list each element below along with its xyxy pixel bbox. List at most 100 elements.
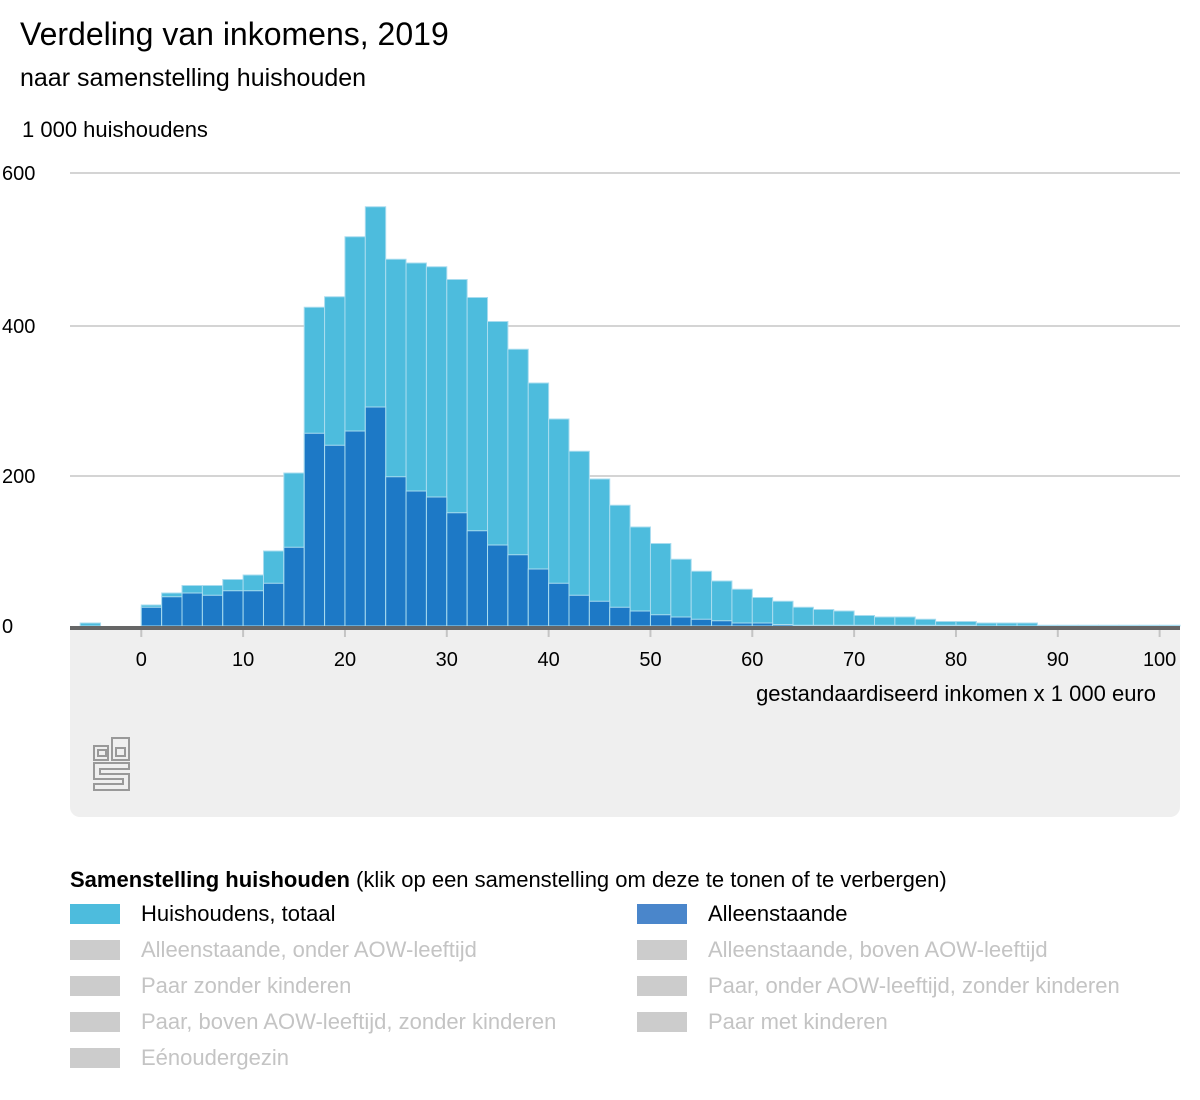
bar-alleenstaande	[751, 622, 774, 627]
legend-item[interactable]: Paar, boven AOW-leeftijd, zonder kindere…	[70, 1009, 556, 1035]
bar-alleenstaande	[201, 594, 224, 627]
legend-item[interactable]: Alleenstaande, boven AOW-leeftijd	[637, 937, 1048, 963]
bar-alleenstaande	[283, 546, 305, 627]
legend-item[interactable]: Huishoudens, totaal	[70, 901, 335, 927]
legend-swatch	[70, 904, 120, 924]
bar-totaal	[873, 616, 896, 627]
legend-item[interactable]: Paar met kinderen	[637, 1009, 888, 1035]
legend-item[interactable]: Paar, onder AOW-leeftijd, zonder kindere…	[637, 973, 1120, 999]
bar-totaal	[1159, 624, 1181, 627]
bar-alleenstaande	[487, 544, 509, 627]
x-tick-label: 60	[741, 649, 763, 671]
legend-item[interactable]: Alleenstaande	[637, 901, 847, 927]
bar-alleenstaande	[140, 606, 163, 627]
bar-alleenstaande	[812, 624, 835, 627]
legend-label: Alleenstaande, onder AOW-leeftijd	[141, 937, 477, 962]
bar-alleenstaande	[649, 614, 672, 627]
bar-alleenstaande	[935, 624, 957, 627]
legend-swatch	[637, 904, 687, 924]
bar-alleenstaande	[609, 606, 631, 627]
bar-alleenstaande	[222, 590, 244, 627]
legend-swatch	[70, 1048, 120, 1068]
bar-totaal	[670, 558, 692, 627]
bar-totaal	[79, 622, 102, 627]
legend-title: Samenstelling huishouden (klik op een sa…	[70, 867, 947, 893]
bar-alleenstaande	[466, 530, 489, 627]
chart-subtitle: naar samenstelling huishouden	[20, 64, 367, 92]
bar-alleenstaande	[303, 432, 326, 627]
bar-alleenstaande	[588, 600, 611, 627]
y-tick-label: 200	[2, 466, 35, 488]
bar-alleenstaande	[711, 620, 733, 627]
x-tick-label: 20	[334, 649, 356, 671]
x-tick-label: 0	[136, 649, 147, 671]
bar-alleenstaande	[262, 582, 285, 627]
bar-alleenstaande	[548, 582, 570, 627]
legend-label: Huishoudens, totaal	[141, 901, 336, 926]
legend-swatch	[637, 940, 687, 960]
x-tick-label: 30	[436, 649, 458, 671]
legend-swatch	[637, 976, 687, 996]
bar-totaal	[1138, 624, 1161, 627]
bar-totaal	[751, 597, 774, 627]
bar-totaal	[1118, 624, 1140, 627]
bar-alleenstaande	[405, 490, 427, 627]
bar-alleenstaande	[324, 444, 346, 627]
chart-title: Verdeling van inkomens, 2019	[20, 16, 449, 52]
x-tick-label: 10	[232, 649, 254, 671]
legend-label: Paar met kinderen	[708, 1009, 888, 1034]
legend-item[interactable]: Paar zonder kinderen	[70, 973, 351, 999]
bar-alleenstaande	[914, 624, 937, 627]
bar-alleenstaande	[181, 592, 203, 627]
legend-label: Alleenstaande	[708, 901, 848, 926]
bar-totaal	[1098, 624, 1120, 627]
bar-alleenstaande	[670, 616, 692, 627]
legend-label: Paar, boven AOW-leeftijd, zonder kindere…	[141, 1009, 557, 1034]
bar-alleenstaande	[385, 476, 407, 627]
legend-label: Paar, onder AOW-leeftijd, zonder kindere…	[708, 973, 1120, 998]
y-tick-label: 0	[2, 616, 13, 638]
x-axis-label: gestandaardiseerd inkomen x 1 000 euro	[756, 681, 1156, 706]
x-tick-label: 50	[639, 649, 661, 671]
bar-totaal	[996, 622, 1018, 627]
x-tick-label: 100	[1143, 649, 1176, 671]
bar-alleenstaande	[833, 624, 855, 627]
bar-alleenstaande	[242, 590, 264, 627]
bar-alleenstaande	[568, 594, 590, 627]
bar-totaal	[772, 600, 794, 627]
bar-alleenstaande	[955, 624, 977, 627]
bar-alleenstaande	[344, 430, 366, 627]
legend-swatch	[637, 1012, 687, 1032]
bar-alleenstaande	[853, 624, 875, 627]
legend-hint: (klik op een samenstelling om deze te to…	[349, 867, 947, 892]
bar-alleenstaande	[731, 622, 753, 627]
bar-totaal	[1057, 624, 1079, 627]
bar-totaal	[1036, 624, 1059, 627]
bar-alleenstaande	[629, 610, 651, 627]
bar-totaal	[690, 570, 713, 627]
bar-totaal	[711, 580, 733, 627]
x-tick-label: 40	[537, 649, 559, 671]
bar-alleenstaande	[527, 568, 550, 627]
bar-alleenstaande	[161, 596, 183, 627]
bar-totaal	[812, 609, 835, 627]
legend-swatch	[70, 976, 120, 996]
legend-item[interactable]: Eénoudergezin	[70, 1045, 289, 1071]
bar-alleenstaande	[425, 496, 448, 627]
bar-totaal	[792, 606, 814, 627]
bar-totaal	[1077, 624, 1100, 627]
legend-swatch	[70, 1012, 120, 1032]
legend-item[interactable]: Alleenstaande, onder AOW-leeftijd	[70, 937, 477, 963]
bar-alleenstaande	[894, 624, 916, 627]
histogram-chart: 0 200 400 600 0 10 20 30 40 50 60 70 80 90 100 gestanda…	[2, 163, 1181, 706]
bar-alleenstaande	[364, 406, 387, 627]
bar-alleenstaande	[690, 618, 713, 627]
legend-label: Paar zonder kinderen	[141, 973, 352, 998]
bar-totaal	[649, 543, 672, 627]
x-tick-label: 70	[843, 649, 865, 671]
legend-heading: Samenstelling huishouden	[70, 867, 350, 892]
y-tick-label: 400	[2, 316, 35, 338]
legend-label: Eénoudergezin	[141, 1045, 290, 1070]
bar-totaal	[894, 616, 916, 627]
x-tick-label: 90	[1047, 649, 1069, 671]
